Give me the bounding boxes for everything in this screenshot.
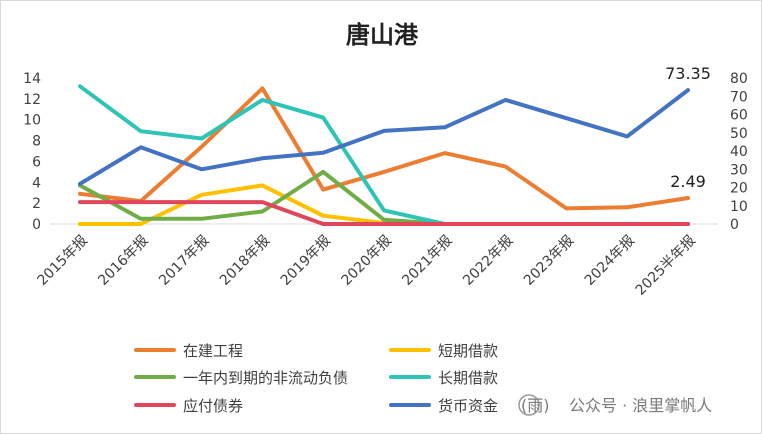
legend-label: 一年内到期的非流动负债: [183, 369, 348, 387]
data-labels: 73.35 2.49: [665, 64, 711, 191]
legend-item: 货币资金: [389, 397, 498, 415]
series-layer: [78, 84, 690, 226]
right-axis-tick-label: 10: [730, 199, 748, 215]
x-axis-tick-label: 2018年报: [217, 233, 273, 289]
left-axis-tick-label: 4: [32, 175, 41, 191]
left-axis: 0 2 4 6 8 10 12 14: [23, 71, 41, 233]
left-axis-tick-label: 12: [23, 92, 41, 108]
legend-label: 短期借款: [438, 342, 498, 360]
x-axis-tick-label: 2022年报: [460, 233, 516, 289]
x-axis-tick-labels: 2015年报 2016年报 2017年报 2018年报 2019年报 2020年报 2021…: [35, 233, 699, 299]
series-line-在建工程: [78, 86, 690, 211]
left-axis-tick-label: 10: [23, 113, 41, 129]
left-axis-tick-label: 0: [32, 217, 41, 233]
right-axis-tick-label: 70: [730, 89, 748, 105]
series-line-一年内到期的非流动负债: [78, 169, 690, 226]
legend-label: 货币资金: [438, 397, 498, 415]
legend-item: 在建工程: [134, 342, 243, 360]
data-label: 2.49: [670, 172, 706, 191]
left-axis-tick-label: 8: [32, 134, 41, 150]
legend-item: 应付债券: [134, 397, 243, 415]
watermark-prefix: (雨): [521, 396, 550, 415]
legend-label: 长期借款: [438, 369, 498, 387]
series-line-货币资金: [78, 88, 690, 186]
data-label: 73.35: [665, 64, 711, 83]
x-axis-tick-label: 2023年报: [521, 233, 577, 289]
right-axis: 0 10 20 30 40 50 60 70 80: [730, 71, 748, 233]
legend-item: 短期借款: [389, 342, 498, 360]
right-axis-tick-label: 80: [730, 71, 748, 87]
x-axis-tick-label: 2021年报: [399, 233, 455, 289]
right-axis-tick-label: 50: [730, 126, 748, 142]
left-axis-tick-label: 6: [32, 154, 41, 170]
x-axis-tick-label: 2016年报: [95, 233, 151, 289]
x-axis-tick-label: 2015年报: [35, 233, 91, 289]
x-axis-tick-label: 2025半年报: [633, 233, 699, 299]
left-axis-tick-label: 2: [32, 196, 41, 212]
watermark: (雨) 公众号 · 浪里掌帆人: [518, 394, 712, 416]
left-axis-tick-label: 14: [23, 71, 41, 87]
legend-label: 应付债券: [183, 397, 243, 415]
watermark-text: 公众号 · 浪里掌帆人: [569, 396, 712, 415]
right-axis-tick-label: 30: [730, 162, 748, 178]
series-line-应付债券: [78, 200, 690, 226]
x-axis-tick-label: 2019年报: [278, 233, 334, 289]
x-axis-tick-label: 2024年报: [582, 233, 638, 289]
right-axis-tick-label: 0: [730, 217, 739, 233]
right-axis-tick-label: 20: [730, 181, 748, 197]
x-axis-tick-label: 2017年报: [156, 233, 212, 289]
wechat-icon: [518, 394, 540, 416]
legend-label: 在建工程: [183, 342, 243, 360]
x-axis-tick-label: 2020年报: [339, 233, 395, 289]
legend-item: 长期借款: [389, 369, 498, 387]
chart-title: 唐山港: [346, 20, 419, 49]
right-axis-tick-label: 60: [730, 108, 748, 124]
right-axis-tick-label: 40: [730, 144, 748, 160]
legend-item: 一年内到期的非流动负债: [134, 369, 348, 387]
